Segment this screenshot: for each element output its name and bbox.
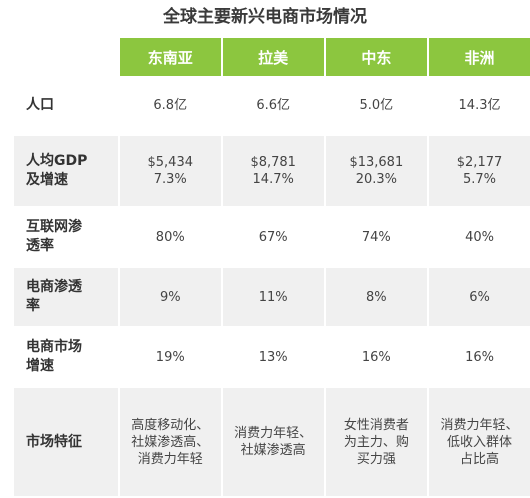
cell-value-line: 14.3亿 [458, 97, 501, 113]
row-label-line: 率 [26, 298, 40, 314]
cell-value-line: 6.6亿 [256, 97, 291, 113]
cell-value-line: 11% [258, 289, 288, 305]
header-africa: 非洲 [427, 38, 530, 76]
cell-value-line: 19% [155, 349, 185, 365]
cell-value-line: 7.3% [153, 172, 187, 187]
cell-value-line: 5.7% [463, 172, 497, 187]
cell-value-line: 74% [361, 229, 391, 245]
cell-population-africa: 14.3亿 [427, 76, 530, 136]
header-latin-america: 拉美 [220, 38, 324, 76]
cell-gdp-per-capita-latin-america: $8,781 14.7% [220, 136, 324, 208]
table-row-gdp-per-capita: 人均GDP 及增速 $5,434 7.3% $8,781 14.7% $13,681 20.3… [14, 136, 530, 208]
cell-internet-penetration-africa: 40% [427, 208, 530, 268]
row-label-market-features: 市场特征 [14, 388, 118, 498]
cell-population-southeast-asia: 6.8亿 [117, 76, 221, 136]
cell-value-line: 16% [361, 349, 391, 365]
cell-ecommerce-growth-southeast-asia: 19% [117, 328, 221, 388]
cell-ecommerce-penetration-middle-east: 8% [323, 268, 428, 328]
cell-value-line: 为主力、购 [343, 434, 409, 450]
row-label-ecommerce-growth: 电商市场 增速 [14, 328, 118, 388]
cell-value-line: 6.8亿 [153, 97, 188, 113]
cell-value-line: 低收入群体 [447, 434, 513, 450]
cell-gdp-per-capita-southeast-asia: $5,434 7.3% [117, 136, 221, 208]
table-body: 人口 6.8亿 6.6亿 5.0亿 14.3亿人均GDP 及增速 $5,434 7.3% $8,… [14, 76, 530, 498]
row-label-line: 透率 [26, 238, 54, 254]
cell-value-line: 80% [155, 229, 185, 245]
cell-ecommerce-penetration-africa: 6% [427, 268, 530, 328]
cell-market-features-latin-america: 消费力年轻、 社媒渗透高 [220, 388, 324, 498]
row-label-line: 人均GDP [26, 153, 88, 169]
row-label-ecommerce-penetration: 电商渗透率 [14, 268, 118, 328]
table-row-market-features: 市场特征 高度移动化、 社媒渗透高、 消费力年轻 消费力年轻、 社媒渗透高 女性消费者 为主力… [14, 388, 530, 498]
cell-value-line: 8% [366, 289, 387, 305]
row-label-line: 互联网渗 [26, 219, 82, 235]
cell-value-line: 社媒渗透高 [240, 443, 306, 458]
cell-market-features-africa: 消费力年轻、 低收入群体 占比高 [427, 388, 530, 498]
cell-ecommerce-growth-middle-east: 16% [323, 328, 428, 388]
row-label-population: 人口 [14, 76, 118, 136]
cell-market-features-southeast-asia: 高度移动化、 社媒渗透高、 消费力年轻 [117, 388, 221, 498]
market-comparison-table: 东南亚 拉美 中东 非洲 人口 6.8亿 6.6亿 5.0亿 14.3亿人均GDP 及增速… [14, 38, 530, 498]
cell-gdp-per-capita-africa: $2,177 5.7% [427, 136, 530, 208]
cell-population-middle-east: 5.0亿 [323, 76, 428, 136]
cell-value-line: 40% [465, 229, 494, 245]
cell-value-line: 9% [159, 289, 181, 305]
cell-value-line: 女性消费者 [343, 417, 409, 433]
header-southeast-asia: 东南亚 [117, 38, 221, 76]
row-label-internet-penetration: 互联网渗 透率 [14, 208, 118, 268]
cell-value-line: 14.7% [252, 172, 294, 187]
cell-internet-penetration-latin-america: 67% [220, 208, 324, 268]
cell-value-line: $2,177 [456, 155, 503, 170]
cell-population-latin-america: 6.6亿 [220, 76, 324, 136]
row-label-line: 电商渗透 [26, 279, 82, 295]
cell-value-line: 高度移动化、 [131, 417, 210, 433]
cell-value-line: $5,434 [147, 155, 194, 170]
row-label-line: 市场特征 [26, 433, 82, 450]
table-title: 全球主要新兴电商市场情况 [163, 7, 367, 27]
cell-value-line: 消费力年轻、 [234, 426, 313, 441]
cell-value-line: 消费力年轻、 [440, 417, 519, 433]
cell-internet-penetration-southeast-asia: 80% [117, 208, 221, 268]
row-label-line: 人口 [26, 96, 54, 113]
cell-value-line: 13% [258, 349, 288, 365]
header-row: 东南亚 拉美 中东 非洲 [14, 38, 530, 76]
table-row-internet-penetration: 互联网渗透率 80% 67% 74% 40% [14, 208, 530, 268]
cell-value-line: $8,781 [250, 155, 296, 170]
cell-ecommerce-penetration-southeast-asia: 9% [117, 268, 221, 328]
table-row-ecommerce-penetration: 电商渗透率 9% 11% 8% 6% [14, 268, 530, 328]
cell-gdp-per-capita-middle-east: $13,681 20.3% [323, 136, 428, 208]
row-label-gdp-per-capita: 人均GDP 及增速 [14, 136, 118, 208]
cell-internet-penetration-middle-east: 74% [323, 208, 428, 268]
header-corner [14, 38, 118, 76]
header-middle-east: 中东 [323, 38, 428, 76]
cell-value-line: 16% [465, 349, 494, 365]
cell-value-line: 20.3% [355, 172, 397, 187]
cell-ecommerce-growth-latin-america: 13% [220, 328, 324, 388]
cell-value-line: 消费力年轻 [137, 451, 203, 467]
row-label-line: 及增速 [26, 172, 68, 188]
row-label-line: 增速 [26, 358, 54, 374]
cell-ecommerce-penetration-latin-america: 11% [220, 268, 324, 328]
cell-value-line: 占比高 [460, 451, 500, 467]
table-row-ecommerce-growth: 电商市场增速 19% 13% 16% 16% [14, 328, 530, 388]
table-row-population: 人口 6.8亿 6.6亿 5.0亿 14.3亿 [14, 76, 530, 136]
cell-value-line: 社媒渗透高、 [131, 434, 210, 450]
cell-value-line: 买力强 [356, 451, 396, 467]
row-label-line: 电商市场 [26, 339, 82, 355]
cell-value-line: 5.0亿 [359, 97, 394, 113]
cell-value-line: 6% [469, 289, 490, 305]
cell-market-features-middle-east: 女性消费者 为主力、购 买力强 [323, 388, 428, 498]
cell-value-line: $13,681 [349, 155, 404, 170]
cell-ecommerce-growth-africa: 16% [427, 328, 530, 388]
cell-value-line: 67% [258, 229, 288, 245]
